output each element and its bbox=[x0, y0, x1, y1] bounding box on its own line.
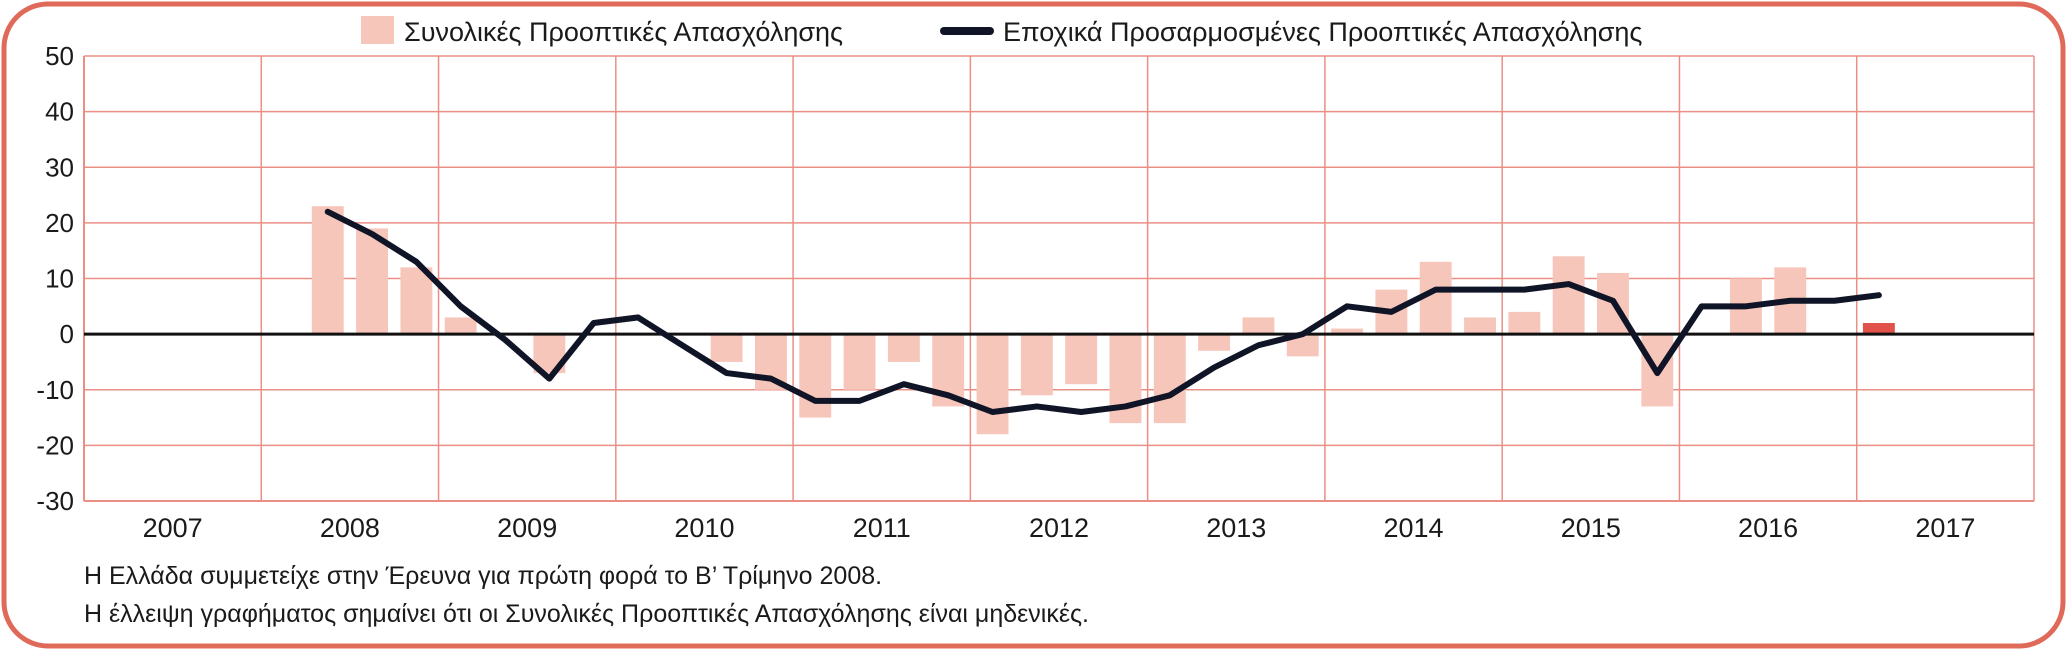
bar bbox=[799, 334, 832, 418]
bar bbox=[887, 334, 920, 362]
bar bbox=[1552, 256, 1585, 335]
y-tick-label: 50 bbox=[45, 41, 74, 71]
legend: Συνολικές Προοπτικές Απασχόλησης Εποχικά… bbox=[361, 16, 1642, 47]
x-tick-label: 2012 bbox=[1029, 513, 1089, 543]
bar bbox=[1198, 334, 1231, 351]
footnotes: Η Ελλάδα συμμετείχε στην Έρευνα για πρώτ… bbox=[84, 562, 1089, 628]
bar bbox=[400, 267, 433, 335]
bar bbox=[311, 206, 344, 335]
bar bbox=[710, 334, 743, 362]
bar bbox=[1464, 317, 1496, 335]
legend-label-line: Εποχικά Προσαρμοσμένες Προοπτικές Απασχό… bbox=[1003, 17, 1642, 47]
x-tick-label: 2011 bbox=[853, 513, 911, 543]
x-tick-label: 2014 bbox=[1384, 513, 1444, 543]
legend-swatch-bars bbox=[361, 16, 394, 44]
bar bbox=[1331, 328, 1364, 335]
x-tick-label: 2010 bbox=[674, 513, 734, 543]
y-tick-label: 20 bbox=[45, 208, 74, 238]
y-tick-label: -30 bbox=[36, 486, 74, 516]
bar bbox=[356, 228, 389, 335]
y-tick-label: 40 bbox=[45, 97, 74, 127]
y-tick-label: 30 bbox=[45, 152, 74, 182]
gridlines bbox=[83, 55, 2035, 502]
x-tick-label: 2007 bbox=[143, 513, 203, 543]
y-tick-label: -20 bbox=[36, 430, 74, 460]
x-tick-label: 2015 bbox=[1561, 513, 1621, 543]
bar bbox=[444, 317, 477, 335]
bar bbox=[976, 334, 1009, 435]
y-tick-label: 10 bbox=[45, 264, 74, 294]
bar bbox=[1862, 323, 1895, 335]
line-adjusted-outlook bbox=[324, 208, 1882, 415]
y-tick-labels: 50 40 30 20 10 0 -10 -20 -30 bbox=[36, 41, 74, 516]
bar bbox=[1065, 334, 1098, 385]
bar bbox=[1286, 334, 1319, 357]
bars-total-outlook bbox=[311, 206, 1895, 435]
bar bbox=[843, 334, 876, 390]
x-tick-label: 2009 bbox=[497, 513, 557, 543]
x-tick-labels: 2007 2008 2009 2010 2011 2012 2013 2014 2015 2016… bbox=[143, 513, 1976, 543]
series-line bbox=[324, 208, 1882, 415]
x-tick-label: 2017 bbox=[1915, 513, 1975, 543]
x-tick-label: 2008 bbox=[320, 513, 380, 543]
y-tick-label: -10 bbox=[36, 375, 74, 405]
footnote-2: Η έλλειψη γραφήματος σημαίνει ότι οι Συν… bbox=[84, 600, 1089, 628]
bar bbox=[1508, 311, 1541, 335]
bar bbox=[1242, 317, 1275, 335]
x-tick-label: 2016 bbox=[1738, 513, 1798, 543]
y-tick-label: 0 bbox=[60, 319, 74, 349]
legend-label-bars: Συνολικές Προοπτικές Απασχόλησης bbox=[404, 17, 843, 47]
footnote-1: Η Ελλάδα συμμετείχε στην Έρευνα για πρώτ… bbox=[84, 562, 882, 590]
x-tick-label: 2013 bbox=[1206, 513, 1266, 543]
bar bbox=[1153, 334, 1186, 424]
bar bbox=[1020, 334, 1053, 396]
